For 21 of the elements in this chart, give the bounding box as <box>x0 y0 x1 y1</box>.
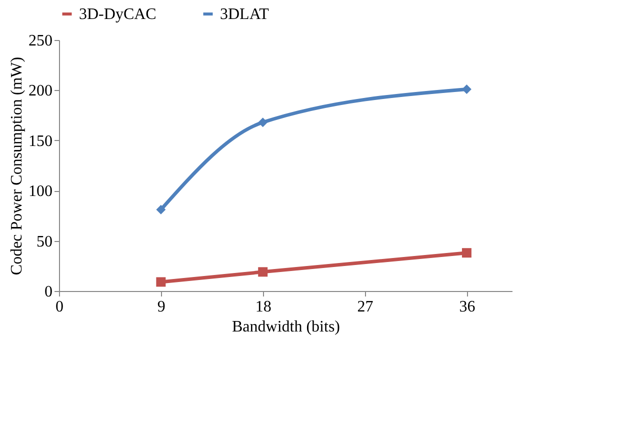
y-tick-label: 100 <box>28 183 52 200</box>
y-tick-label: 0 <box>44 284 52 300</box>
point <box>258 267 268 277</box>
x-tick-label: 18 <box>255 298 272 316</box>
x-tick-label: 27 <box>357 298 374 316</box>
x-tick-label: 36 <box>459 298 476 316</box>
legend-label: 3DLAT <box>220 6 270 23</box>
legend-label: 3D-DyCAC <box>79 6 156 23</box>
point <box>258 118 268 128</box>
x-tick-label: 9 <box>157 298 166 316</box>
point <box>462 84 472 94</box>
x-tick-label: 0 <box>56 298 64 316</box>
y-tick-label: 150 <box>28 132 52 150</box>
point <box>156 277 166 287</box>
y-axis-title: Codec Power Consumption (mW) <box>8 56 26 276</box>
y-tick-label: 50 <box>36 233 52 250</box>
y-tick-label: 200 <box>28 82 52 100</box>
point <box>156 204 166 214</box>
x-axis-title: Bandwidth (bits) <box>232 318 340 336</box>
y-tick-label: 250 <box>28 32 52 50</box>
point <box>462 248 472 258</box>
